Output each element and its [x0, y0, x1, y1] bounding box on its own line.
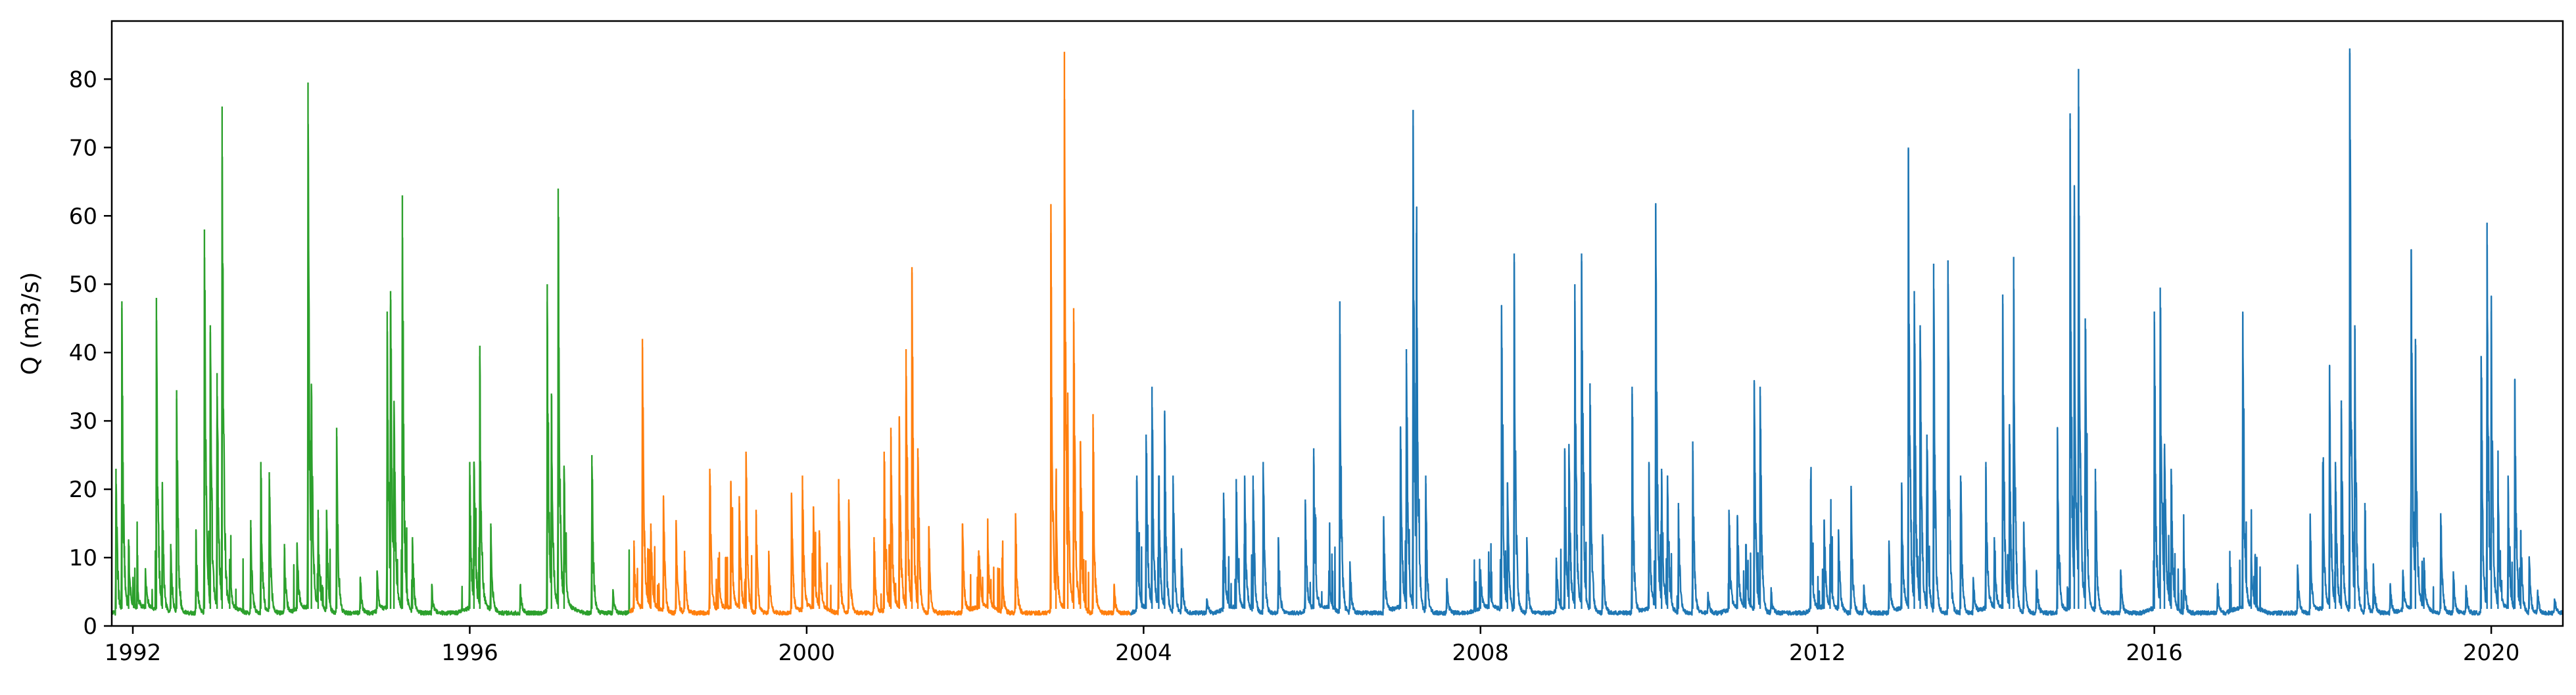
series-line-period-1991-1997	[110, 123, 631, 616]
y-tick-label: 80	[69, 66, 97, 93]
plot-frame	[110, 20, 2564, 627]
series-layer	[110, 48, 2564, 616]
x-tick-label: 2000	[778, 640, 836, 666]
y-tick-label: 20	[69, 477, 97, 503]
x-tick-label: 2004	[1115, 640, 1172, 666]
x-tick-label: 1996	[441, 640, 498, 666]
x-tick-label: 2008	[1452, 640, 1510, 666]
x-tick-label: 1992	[105, 640, 162, 666]
y-tick-label: 0	[83, 613, 97, 640]
y-tick-label: 70	[69, 135, 97, 161]
y-axis-label: Q (m3/s)	[17, 272, 44, 375]
x-tick-label: 2012	[1789, 640, 1846, 666]
y-tick-label: 10	[69, 545, 97, 571]
series-line-period-1997-2003	[629, 98, 1132, 616]
y-tick-label: 50	[69, 272, 97, 298]
x-tick-label: 2020	[2463, 640, 2520, 666]
y-tick-label: 30	[69, 408, 97, 435]
axis-layer: 1992 1996 2000 2004 2008 2012 2016 2020 0 10 20 30 4…	[69, 66, 2520, 666]
x-tick-label: 2016	[2126, 640, 2183, 666]
series-line-period-2003-2020	[1130, 52, 2564, 616]
y-tick-label: 40	[69, 340, 97, 366]
y-tick-label: 60	[69, 203, 97, 229]
